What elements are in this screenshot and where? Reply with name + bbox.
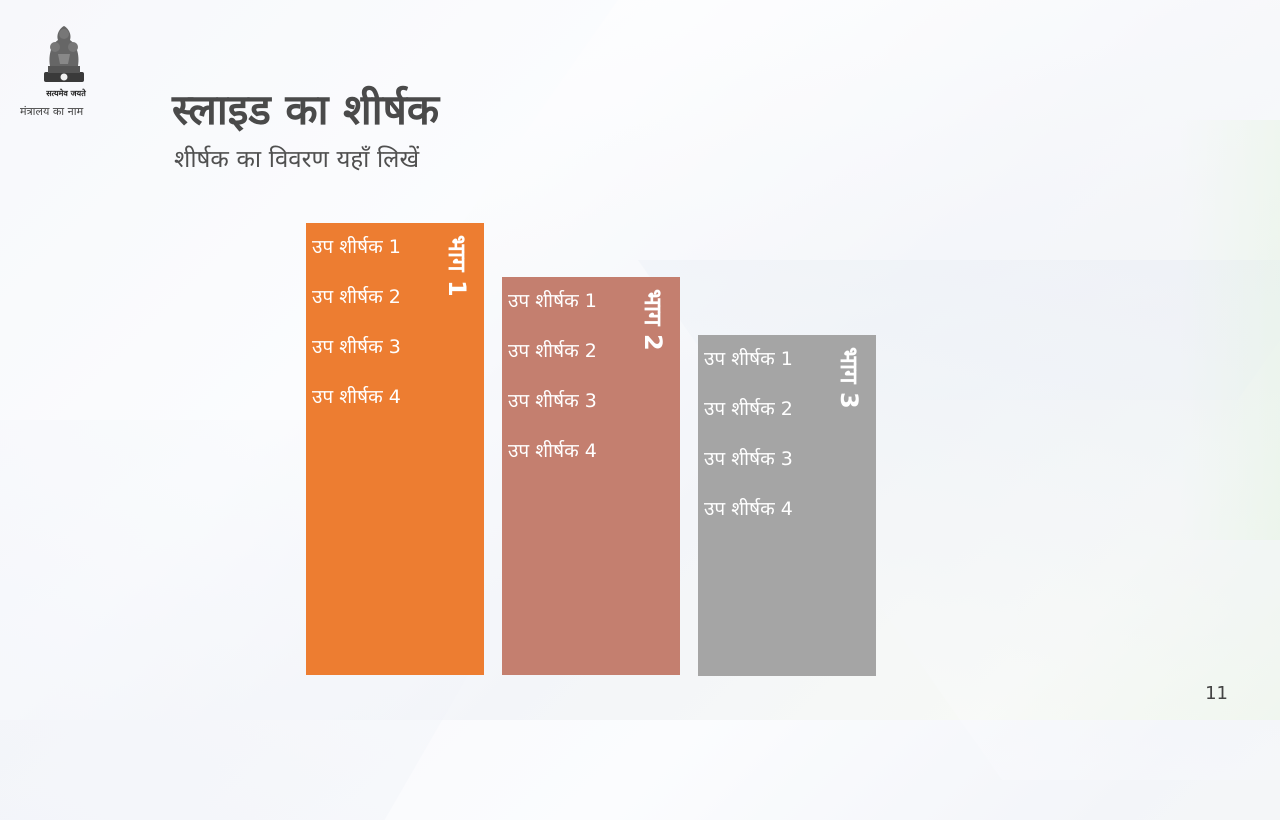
list-item: उप शीर्षक 2: [704, 398, 793, 420]
list-item: उप शीर्षक 1: [312, 236, 401, 258]
list-item: उप शीर्षक 4: [704, 498, 793, 520]
page-number: 11: [1205, 683, 1228, 704]
list-item: उप शीर्षक 4: [508, 440, 597, 462]
part-panel-2: उप शीर्षक 1 उप शीर्षक 2 उप शीर्षक 3 उप श…: [502, 277, 680, 675]
list-item: उप शीर्षक 3: [508, 390, 597, 412]
list-item: उप शीर्षक 3: [312, 336, 401, 358]
part-label-3: भाग 3: [835, 347, 863, 409]
part-label-2: भाग 2: [639, 289, 667, 351]
list-item: उप शीर्षक 1: [508, 290, 597, 312]
part-label-1: भाग 1: [443, 235, 471, 297]
list-item: उप शीर्षक 2: [312, 286, 401, 308]
national-emblem-icon: [36, 20, 92, 100]
background-shape: [1180, 120, 1280, 540]
emblem-motto: सत्यमेव जयते: [46, 89, 86, 98]
slide-subtitle: शीर्षक का विवरण यहाँ लिखें: [174, 145, 420, 173]
ministry-name: मंत्रालय का नाम: [20, 105, 84, 118]
list-item: उप शीर्षक 3: [704, 448, 793, 470]
slide-title: स्लाइड का शीर्षक: [172, 85, 440, 134]
subheading-list: उप शीर्षक 1 उप शीर्षक 2 उप शीर्षक 3 उप श…: [704, 347, 793, 547]
part-panel-1: उप शीर्षक 1 उप शीर्षक 2 उप शीर्षक 3 उप श…: [306, 223, 484, 675]
list-item: उप शीर्षक 4: [312, 386, 401, 408]
list-item: उप शीर्षक 1: [704, 348, 793, 370]
part-panel-3: उप शीर्षक 1 उप शीर्षक 2 उप शीर्षक 3 उप श…: [698, 335, 876, 676]
list-item: उप शीर्षक 2: [508, 340, 597, 362]
subheading-list: उप शीर्षक 1 उप शीर्षक 2 उप शीर्षक 3 उप श…: [312, 235, 401, 435]
subheading-list: उप शीर्षक 1 उप शीर्षक 2 उप शीर्षक 3 उप श…: [508, 289, 597, 489]
